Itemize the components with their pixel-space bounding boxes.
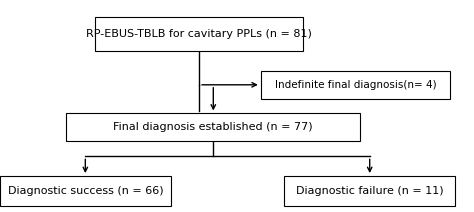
FancyBboxPatch shape [284,176,455,206]
Text: Indefinite final diagnosis(n= 4): Indefinite final diagnosis(n= 4) [275,80,436,90]
FancyBboxPatch shape [261,71,450,99]
Text: RP-EBUS-TBLB for cavitary PPLs (n = 81): RP-EBUS-TBLB for cavitary PPLs (n = 81) [86,29,312,39]
Text: Diagnostic failure (n = 11): Diagnostic failure (n = 11) [296,186,444,196]
Text: Diagnostic success (n = 66): Diagnostic success (n = 66) [8,186,163,196]
Text: Final diagnosis established (n = 77): Final diagnosis established (n = 77) [113,122,313,132]
FancyBboxPatch shape [0,176,171,206]
FancyBboxPatch shape [66,113,360,141]
FancyBboxPatch shape [95,17,303,51]
